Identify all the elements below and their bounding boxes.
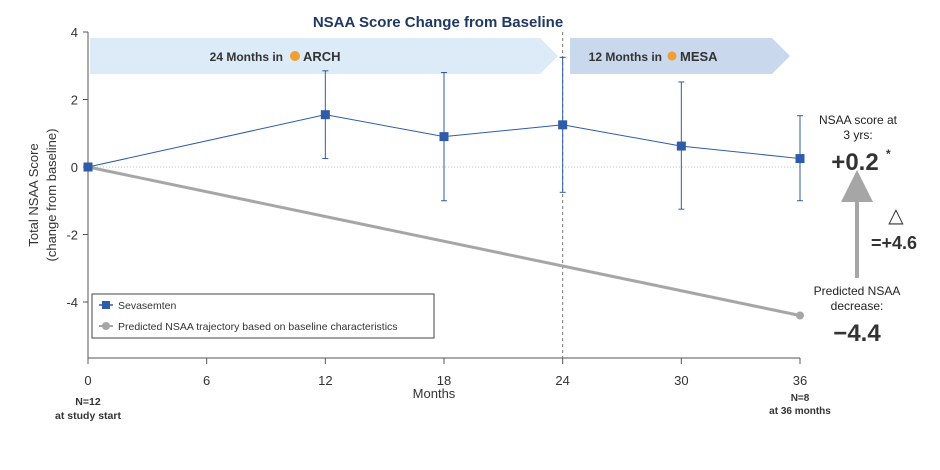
legend: Sevasemten Predicted NSAA trajectory bas… [91, 293, 435, 339]
mesa-logo-icon [667, 51, 677, 61]
legend-marker-sevasemten [102, 301, 110, 309]
predicted-label-line1: Predicted NSAA [814, 284, 901, 298]
x-tick-label: 30 [674, 373, 688, 388]
x-axis-title: Months [413, 386, 456, 401]
mesa-banner: 12 Months in MESA [570, 38, 790, 74]
predicted-point [796, 311, 804, 320]
sevasemten-point [676, 141, 686, 151]
score-value: +0.2 [831, 149, 878, 176]
predicted-trajectory-line [87, 165, 801, 317]
score-label-line2: 3 yrs: [843, 128, 872, 142]
n-start-line1: N=12 [75, 396, 101, 408]
legend-label-predicted: Predicted NSAA trajectory based on basel… [118, 321, 398, 333]
n-end-line1: N=8 [791, 393, 810, 404]
score-label-line1: NSAA score at [819, 113, 898, 127]
legend-box [91, 293, 435, 339]
arch-banner-label: 24 Months in [210, 50, 283, 64]
x-tick-label: 24 [555, 373, 569, 388]
x-tick-label: 36 [793, 373, 807, 388]
y-tick-label: 2 [71, 93, 78, 108]
chart-title: NSAA Score Change from Baseline [313, 14, 563, 31]
score-asterisk: * [886, 147, 891, 161]
sevasemten-point [439, 132, 449, 142]
arch-banner: 24 Months in ARCH [90, 38, 558, 74]
predicted-value: −4.4 [833, 320, 881, 347]
y-tick-label: 4 [71, 25, 78, 40]
legend-label-sevasemten: Sevasemten [118, 300, 177, 312]
sevasemten-point [83, 162, 93, 172]
sevasemten-point [320, 110, 330, 120]
delta-value: =+4.6 [871, 233, 917, 253]
delta-triangle-icon: △ [888, 205, 904, 227]
x-tick-label: 0 [84, 373, 91, 388]
y-axis-title-line2: (change from baseline) [44, 129, 59, 262]
n-end-line2: at 36 months [769, 406, 831, 417]
y-axis-title-line1: Total NSAA Score [26, 143, 41, 246]
sevasemten-point [795, 154, 805, 164]
sevasemten-point [558, 120, 568, 130]
n-start-line2: at study start [55, 410, 121, 422]
y-tick-label: -4 [66, 295, 78, 310]
mesa-banner-label: 12 Months in [589, 50, 662, 64]
sevasemten-line [87, 114, 801, 168]
arch-logo-icon [290, 51, 300, 61]
predicted-label-line2: decrease: [831, 299, 884, 313]
x-tick-label: 18 [437, 373, 451, 388]
arch-brand-label: ARCH [303, 49, 341, 64]
mesa-brand-label: MESA [680, 49, 718, 64]
y-tick-label: -2 [66, 228, 78, 243]
x-tick-label: 12 [318, 373, 332, 388]
legend-marker-predicted [102, 322, 110, 330]
y-tick-label: 0 [71, 160, 78, 175]
x-tick-label: 6 [203, 373, 210, 388]
